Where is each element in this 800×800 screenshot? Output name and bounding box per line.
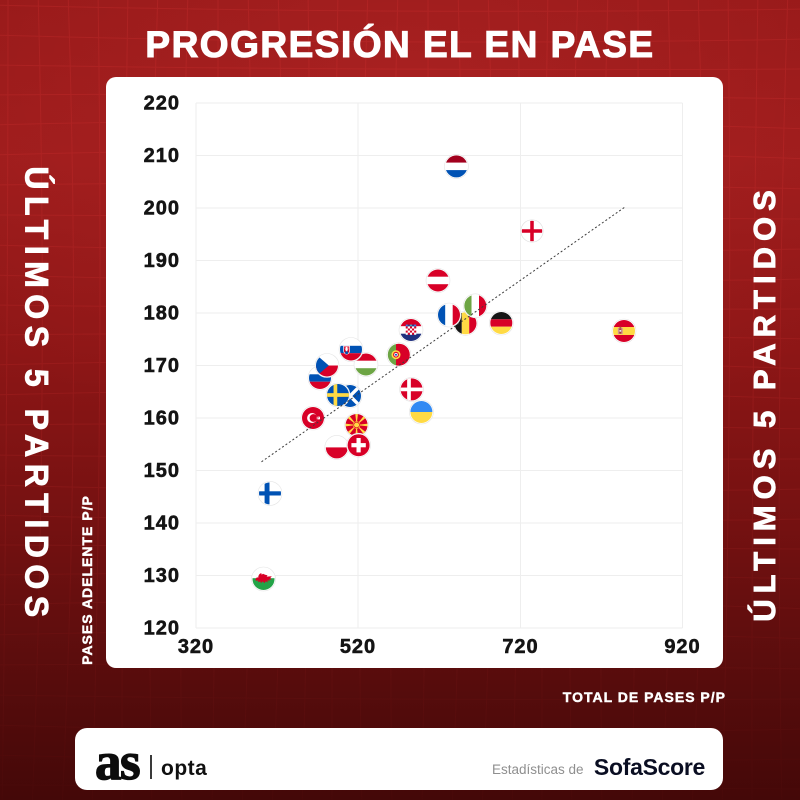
svg-text:180: 180 bbox=[144, 303, 180, 325]
svg-text:920: 920 bbox=[664, 636, 700, 658]
svg-text:210: 210 bbox=[144, 145, 180, 167]
svg-text:720: 720 bbox=[502, 636, 538, 658]
svg-text:170: 170 bbox=[144, 355, 180, 377]
svg-text:160: 160 bbox=[144, 408, 180, 430]
svg-text:220: 220 bbox=[144, 93, 180, 115]
svg-text:130: 130 bbox=[144, 565, 180, 587]
svg-text:200: 200 bbox=[144, 198, 180, 220]
svg-text:190: 190 bbox=[144, 250, 180, 272]
svg-text:120: 120 bbox=[144, 618, 180, 640]
svg-text:320: 320 bbox=[178, 636, 214, 658]
svg-text:140: 140 bbox=[144, 513, 180, 535]
svg-text:150: 150 bbox=[144, 460, 180, 482]
svg-text:520: 520 bbox=[340, 636, 376, 658]
